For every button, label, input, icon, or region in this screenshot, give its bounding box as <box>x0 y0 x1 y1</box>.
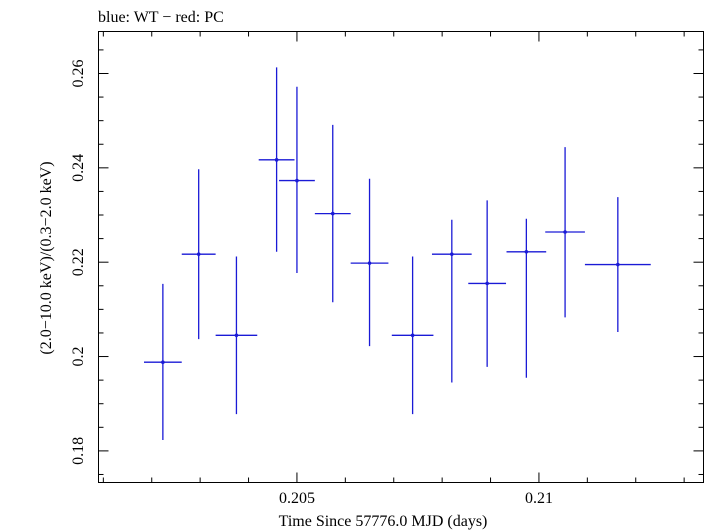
point-marker <box>524 250 529 254</box>
y-tick-label: 0.24 <box>70 154 87 182</box>
y-tick-label: 0.22 <box>70 248 87 276</box>
y-tick-label: 0.26 <box>70 59 87 87</box>
point-marker <box>367 261 372 265</box>
data-point <box>468 200 507 367</box>
data-point <box>506 218 547 378</box>
y-tick-label: 0.2 <box>70 347 87 367</box>
point-marker <box>161 360 165 365</box>
plot-frame <box>98 31 704 483</box>
point-marker <box>563 230 567 234</box>
data-point <box>279 86 315 274</box>
data-series <box>143 67 651 441</box>
data-point <box>584 197 651 333</box>
point-marker <box>234 333 239 338</box>
data-point <box>545 147 585 318</box>
data-point <box>215 256 258 415</box>
point-marker <box>410 333 415 338</box>
data-point <box>391 256 434 415</box>
y-tick-label: 0.18 <box>70 437 87 465</box>
data-point <box>143 283 182 441</box>
data-point <box>431 219 472 383</box>
y-axis: 0.18 0.2 0.22 0.24 0.26 <box>70 49 704 475</box>
point-marker <box>274 158 279 162</box>
x-tick-label: 0.205 <box>279 490 315 507</box>
x-axis: 0.205 0.21 <box>102 31 685 507</box>
chart-title: blue: WT − red: PC <box>98 9 224 26</box>
point-marker <box>485 281 489 286</box>
point-marker <box>450 252 454 256</box>
point-marker <box>616 262 620 267</box>
data-point <box>258 67 295 252</box>
data-point <box>181 169 216 340</box>
y-axis-label: (2.0−10.0 keV)/(0.3−2.0 keV) <box>38 161 55 354</box>
point-marker <box>295 178 299 183</box>
point-marker <box>196 252 201 256</box>
data-point <box>314 124 351 303</box>
point-marker <box>330 211 335 216</box>
x-axis-label: Time Since 57776.0 MJD (days) <box>279 513 488 530</box>
data-point <box>350 178 389 347</box>
x-tick-label: 0.21 <box>525 490 553 507</box>
